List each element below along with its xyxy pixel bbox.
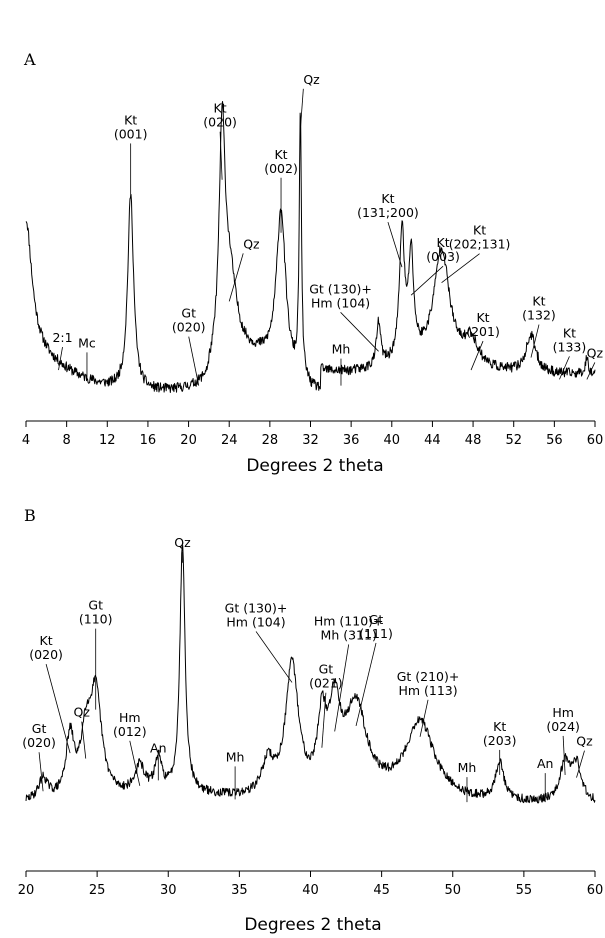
panel-b-x-axis-title: Degrees 2 theta: [244, 915, 381, 935]
peak-annotation: Hm (024): [546, 705, 580, 734]
panel-b-diffraction-trace: [25, 545, 596, 804]
annotation-arrow: [559, 356, 570, 380]
peak-annotation: An: [150, 740, 166, 755]
peak-annotation: Gt (021): [309, 662, 343, 691]
peak-annotation: Qz: [303, 72, 320, 87]
annotation-arrow: [576, 750, 585, 778]
tick-label: 24: [221, 433, 238, 448]
annotation-arrow: [81, 721, 87, 759]
annotation-arrow: [387, 221, 403, 268]
peak-annotation: 2:1: [52, 330, 72, 345]
peak-annotation: Kt (202;131): [449, 223, 511, 252]
peak-annotation: Gt (020): [172, 306, 206, 335]
peak-annotation: Gt (020): [22, 721, 56, 750]
tick-label: 12: [99, 433, 116, 448]
annotation-arrow: [340, 312, 379, 352]
tick-label: 35: [231, 883, 248, 898]
peak-annotation: Qz: [243, 236, 260, 251]
annotation-arrow: [586, 362, 596, 380]
panel-a-chart: A 4 8 12 16 20 24 28 32 36 40 44 48 52 56 60 Kt (001)Kt…: [22, 50, 604, 476]
annotation-arrow: [530, 324, 540, 358]
peak-annotation: Qz: [587, 345, 604, 360]
peak-annotation: Kt (020): [29, 633, 63, 662]
panel-a-letter: A: [23, 50, 36, 69]
panel-b-chart: B 20 25 30 35 40 45 50 55 60 Gt (020) Kt (020) Qz Gt(…: [18, 506, 604, 935]
peak-annotation: Gt (130)+ Hm (104): [225, 600, 288, 629]
annotation-arrow: [188, 336, 200, 386]
annotation-arrow: [219, 131, 223, 180]
peak-annotation: Qz: [576, 734, 593, 749]
peak-annotation: Gt (111): [359, 612, 393, 641]
peak-annotation: Mh: [458, 760, 477, 775]
panel-b-letter: B: [24, 506, 36, 525]
annotation-arrow: [470, 340, 484, 371]
peak-annotation: Gt (110): [79, 598, 113, 627]
panel-a-diffraction-trace: [25, 101, 596, 393]
tick-label: 56: [546, 433, 563, 448]
tick-label: 44: [424, 433, 441, 448]
annotation-arrow: [355, 642, 377, 727]
tick-label: 32: [302, 433, 319, 448]
peak-annotation: Hm (110)+ Mh (311): [314, 613, 384, 642]
annotation-arrow: [562, 735, 566, 775]
peak-annotation: Kt (001): [114, 112, 148, 141]
tick-label: 48: [465, 433, 482, 448]
tick-label: 60: [587, 433, 604, 448]
tick-label: 40: [384, 433, 401, 448]
peak-annotation: Kt (201): [466, 310, 500, 339]
peak-annotation: Kt (003): [426, 235, 460, 264]
tick-label: 55: [516, 883, 533, 898]
panel-a-tick-group: 4 8 12 16 20 24 28 32 36 40 44 48 52 56 60: [22, 421, 603, 448]
annotation-arrow: [410, 265, 444, 296]
annotation-arrow: [334, 644, 350, 732]
peak-annotation: Mh: [226, 749, 245, 764]
peak-annotation: Kt (002): [264, 147, 298, 176]
peak-annotation: Qz: [174, 535, 191, 550]
tick-label: 50: [444, 883, 461, 898]
peak-annotation: An: [537, 756, 553, 771]
tick-label: 52: [505, 433, 522, 448]
annotation-arrow: [228, 253, 244, 302]
annotation-arrow: [38, 752, 44, 792]
annotation-arrow: [58, 346, 63, 371]
tick-label: 60: [587, 883, 604, 898]
annotation-arrow: [419, 699, 429, 737]
peak-annotation: Hm (012): [113, 710, 147, 739]
peak-annotation: Kt (133): [553, 325, 587, 354]
tick-label: 25: [89, 883, 106, 898]
annotation-arrow: [45, 664, 71, 754]
tick-label: 16: [140, 433, 157, 448]
peak-annotation: Kt (020): [203, 101, 237, 130]
tick-label: 28: [262, 433, 279, 448]
peak-annotation: Qz: [74, 705, 91, 720]
peak-annotation: Kt (132): [522, 294, 556, 323]
panel-b-tick-group: 20 25 30 35 40 45 50 55 60: [18, 871, 604, 898]
tick-label: 4: [22, 433, 30, 448]
annotation-arrow: [255, 631, 293, 683]
panel-a-x-axis-title: Degrees 2 theta: [246, 456, 383, 476]
tick-label: 20: [180, 433, 197, 448]
peak-annotation: Mc: [78, 335, 96, 350]
annotation-arrow: [321, 692, 327, 748]
tick-label: 30: [160, 883, 177, 898]
tick-label: 45: [373, 883, 390, 898]
peak-annotation: Gt (210)+ Hm (113): [397, 669, 460, 698]
tick-label: 40: [302, 883, 319, 898]
tick-label: 8: [63, 433, 71, 448]
tick-label: 36: [343, 433, 360, 448]
annotation-arrow: [129, 740, 141, 786]
peak-annotation: Kt (131;200): [357, 191, 419, 220]
panel-a-annotations: Kt (001) Kt (020) Qz Kt (002) Qz Kt (131;200)Kt (0…: [52, 72, 604, 386]
tick-label: 20: [18, 883, 35, 898]
peak-annotation: Mh: [332, 342, 351, 357]
peak-annotation: Kt (203): [483, 719, 517, 748]
annotation-arrow: [299, 88, 304, 130]
annotation-arrow: [441, 253, 480, 283]
peak-annotation: Gt (130)+ Hm (104): [309, 281, 372, 310]
